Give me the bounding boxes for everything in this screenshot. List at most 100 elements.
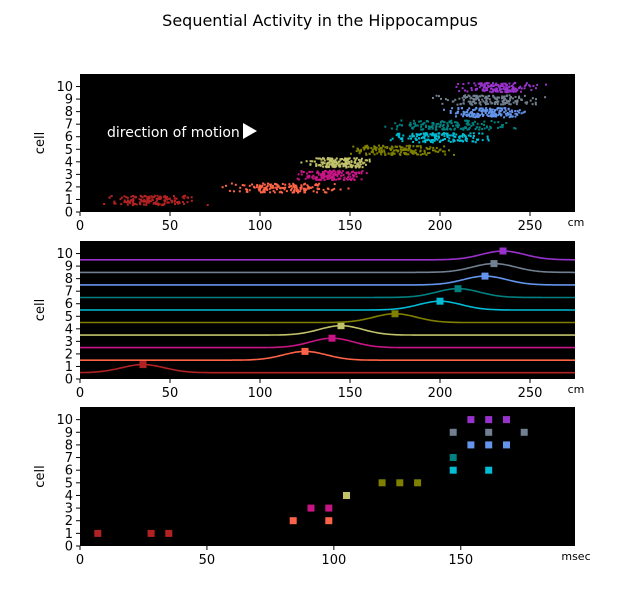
spike-dot-cell-3 (336, 173, 339, 176)
spike-dot-cell-9 (475, 97, 478, 99)
spike-dot-cell-10 (528, 84, 531, 87)
spike-dot-cell-2 (314, 184, 317, 186)
spike-dot-cell-7 (420, 123, 423, 126)
spike-dot-cell-1 (148, 195, 151, 198)
y-tick-label: 5 (65, 476, 73, 491)
spike-dot-cell-2 (233, 190, 235, 193)
spike-dot-cell-6 (431, 134, 434, 137)
spike-dot-cell-2 (266, 184, 269, 187)
spike-dot-cell-8 (514, 115, 517, 118)
spike-dot-cell-10 (516, 88, 519, 91)
y-tick-label: 6 (65, 464, 73, 479)
spike-dot-cell-10 (514, 82, 517, 85)
spike-dot-cell-5 (435, 147, 438, 149)
y-tick-label: 2 (65, 347, 73, 362)
spike-dot-cell-1 (159, 195, 162, 198)
spike-dot-cell-7 (444, 128, 446, 131)
spike-dot-cell-7 (442, 124, 445, 126)
spike-dot-cell-6 (418, 141, 421, 144)
spike-dot-cell-7 (456, 122, 459, 125)
spike-dot-cell-1 (178, 202, 181, 204)
spike-dot-cell-5 (419, 153, 422, 156)
spike-dot-cell-8 (475, 106, 478, 109)
spike-dot-cell-4 (300, 161, 303, 164)
spike-dot-cell-8 (482, 114, 484, 117)
spike-dot-cell-8 (515, 112, 518, 115)
spike-dot-cell-2 (290, 189, 292, 192)
spike-dot-cell-1 (144, 200, 147, 203)
spike-dot-cell-7 (476, 122, 479, 125)
spike-dot-cell-5 (399, 151, 402, 154)
spike-dot-cell-6 (429, 133, 432, 136)
spike-dot-cell-6 (402, 134, 405, 137)
spike-dot-cell-4 (319, 164, 321, 166)
spike-dot-cell-9 (485, 96, 488, 99)
spike-dot-cell-7 (431, 127, 434, 130)
spike-dot-cell-9 (468, 95, 471, 98)
spike-dot-cell-8 (489, 115, 492, 118)
spike-dot-cell-9 (502, 103, 505, 106)
spike-dot-cell-4 (345, 163, 348, 166)
spike-dot-cell-1 (140, 198, 143, 201)
spike-dot-cell-2 (258, 186, 261, 189)
spike-dot-cell-8 (490, 113, 493, 116)
spike-dot-cell-4 (335, 157, 338, 160)
spike-dot-cell-6 (446, 136, 449, 138)
spike-dot-cell-1 (134, 196, 137, 199)
spike-dot-cell-6 (440, 139, 443, 142)
spike-dot-cell-7 (428, 126, 431, 128)
spike-dot-cell-8 (499, 109, 502, 112)
spike-dot-cell-3 (312, 174, 315, 177)
plot-content (94, 416, 528, 537)
spike-dot-cell-10 (488, 85, 491, 88)
y-tick-label: 6 (65, 130, 73, 145)
spike-dot-cell-3 (314, 176, 317, 179)
spike-dot-cell-3 (341, 170, 344, 173)
spike-dot-cell-4 (354, 165, 357, 168)
firing-curve-cell-8 (80, 275, 575, 286)
spike-dot-cell-6 (476, 138, 479, 141)
spike-dot-cell-3 (345, 171, 348, 174)
spike-dot-cell-2 (306, 187, 309, 190)
spike-dot-cell-3 (312, 177, 315, 180)
spike-dot-cell-4 (330, 160, 333, 163)
spike-dot-cell-9 (472, 94, 475, 97)
spike-dot-cell-7 (420, 125, 423, 128)
spike-dot-cell-4 (336, 162, 339, 165)
spike-dot-cell-4 (327, 161, 330, 164)
spike-dot-cell-7 (432, 123, 435, 126)
spike-dot-cell-9 (496, 96, 499, 99)
spike-dot-cell-6 (464, 134, 467, 137)
spike-dot-cell-9 (512, 101, 515, 104)
spike-dot-cell-2 (258, 189, 261, 192)
spike-dot-cell-10 (492, 84, 495, 87)
y-tick-label: 7 (65, 285, 73, 300)
spike-dot-cell-10 (492, 89, 494, 92)
spike-dot-cell-9 (478, 95, 481, 98)
spike-dot-cell-2 (299, 188, 302, 191)
x-tick-label: 150 (338, 386, 363, 401)
spike-dot-cell-6 (411, 134, 414, 137)
spike-dot-cell-4 (353, 161, 356, 164)
spike-dot-cell-6 (425, 133, 428, 136)
spike-dot-cell-4 (311, 160, 314, 163)
spike-dot-cell-10 (480, 83, 483, 86)
spike-dot-cell-7 (446, 124, 449, 127)
spike-dot-cell-5 (425, 146, 428, 149)
spike-dot-cell-4 (305, 160, 308, 163)
spike-dot-cell-8 (462, 110, 465, 113)
spike-dot-cell-1 (175, 197, 178, 200)
spike-dot-cell-5 (428, 151, 431, 154)
spike-marker-cell-8 (503, 441, 510, 449)
spike-dot-cell-8 (469, 112, 472, 115)
spike-dot-cell-10 (497, 84, 500, 87)
spike-dot-cell-8 (499, 107, 502, 110)
spike-dot-cell-1 (154, 201, 157, 204)
spike-dot-cell-2 (270, 186, 273, 189)
spike-dot-cell-5 (368, 152, 371, 155)
spike-dot-cell-1 (134, 202, 136, 205)
x-tick-label: 200 (428, 386, 453, 401)
spike-dot-cell-2 (248, 189, 251, 192)
spike-dot-cell-6 (411, 132, 414, 135)
spike-dot-cell-6 (472, 135, 475, 137)
